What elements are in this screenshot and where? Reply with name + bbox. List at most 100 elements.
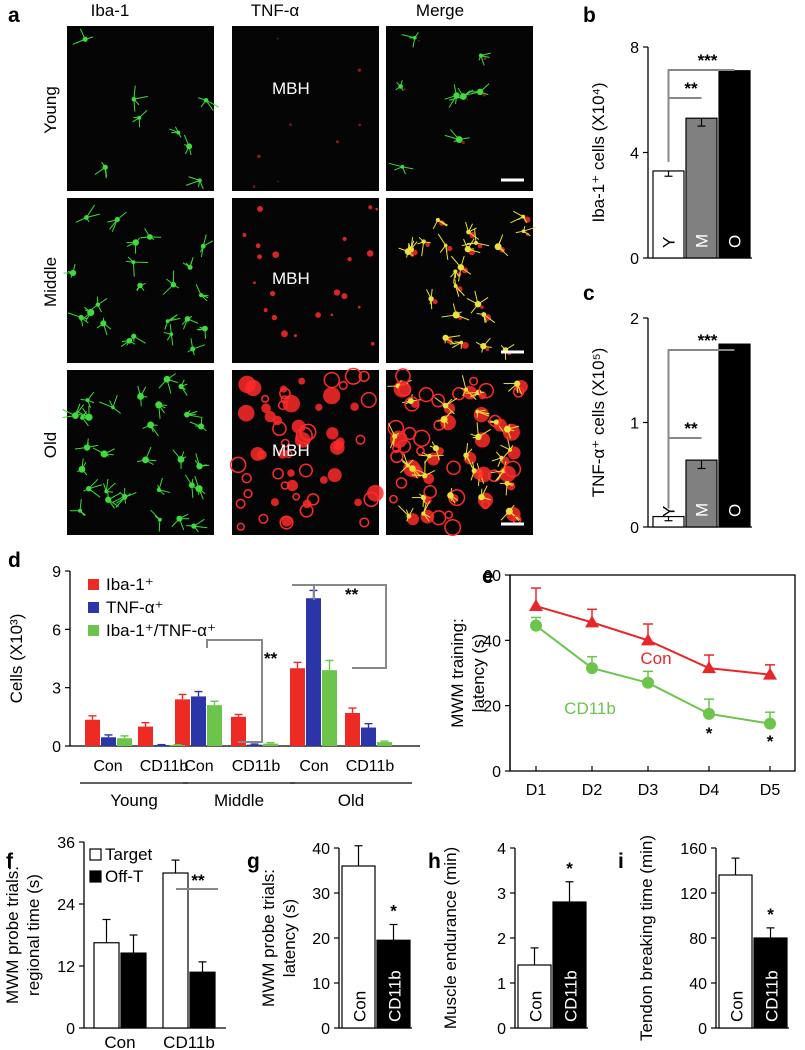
red-cell-mark xyxy=(257,254,262,260)
significance-label: ** xyxy=(345,585,359,604)
panel-letter: d xyxy=(8,549,21,572)
green-process-mark xyxy=(443,411,452,420)
green-process-mark xyxy=(426,289,432,299)
green-process-mark xyxy=(478,55,482,61)
red-cell-mark xyxy=(395,368,411,384)
green-process-mark xyxy=(429,454,444,457)
micrograph-background xyxy=(67,198,214,363)
data-point xyxy=(586,662,598,675)
y-axis-label: MWM probe trials: latency (s) xyxy=(259,869,299,1007)
green-process-mark xyxy=(133,98,140,106)
row-label-young: Young xyxy=(41,86,60,134)
green-process-mark xyxy=(419,493,424,498)
green-process-mark xyxy=(121,340,130,343)
red-cell-mark xyxy=(272,415,283,426)
green-process-mark xyxy=(158,404,165,414)
red-cell-mark xyxy=(293,334,298,338)
red-cell-mark xyxy=(368,205,373,210)
green-process-mark xyxy=(458,267,462,282)
bar-label-M: M xyxy=(693,503,712,517)
green-process-mark xyxy=(390,436,396,449)
green-process-mark xyxy=(194,460,200,467)
green-process-mark xyxy=(423,497,426,504)
red-cell-mark xyxy=(323,386,341,405)
bar-TNF-α⁺ xyxy=(306,598,321,746)
green-process-mark xyxy=(164,321,169,330)
y-axis-label: Cells (X10³) xyxy=(7,614,26,704)
red-cell-mark xyxy=(404,396,420,412)
green-process-mark xyxy=(126,260,134,263)
green-process-mark xyxy=(166,378,179,384)
green-process-mark xyxy=(109,400,114,408)
subgroup-label: Con xyxy=(93,758,122,775)
red-cell-mark xyxy=(326,427,339,440)
green-process-mark xyxy=(75,217,87,223)
green-process-mark xyxy=(450,129,460,140)
panel-f: f 0 12 24 36 MWM probe trials: regional time (… xyxy=(3,835,226,1050)
y-tick-label: 20 xyxy=(312,931,330,948)
green-process-mark xyxy=(401,166,407,175)
bar-Off-T xyxy=(189,971,216,1029)
green-process-mark xyxy=(522,216,528,223)
red-cell-mark xyxy=(299,503,314,518)
red-cell-mark xyxy=(282,394,300,413)
green-process-mark xyxy=(500,444,511,451)
green-process-mark xyxy=(145,459,154,465)
red-cell-mark xyxy=(229,456,247,474)
green-process-mark xyxy=(445,405,455,415)
data-point xyxy=(585,615,599,628)
green-process-mark xyxy=(179,513,189,520)
green-process-mark xyxy=(186,410,191,415)
red-cell-mark xyxy=(485,347,490,351)
bar-M xyxy=(685,117,718,259)
green-process-mark xyxy=(449,495,452,502)
green-process-mark xyxy=(133,85,136,100)
green-process-mark xyxy=(133,335,146,344)
bar-Iba-1⁺/TNF-α⁺ xyxy=(170,745,185,746)
y-tick-label: 80 xyxy=(689,931,707,948)
micrograph-background xyxy=(232,26,379,191)
green-process-mark xyxy=(86,438,89,448)
bar-TNF-α⁺ xyxy=(247,744,262,746)
y-tick-label: 3 xyxy=(52,681,61,698)
green-process-mark xyxy=(407,251,414,257)
green-process-mark xyxy=(112,407,121,414)
red-cell-mark xyxy=(504,460,522,478)
green-process-mark xyxy=(474,290,479,305)
red-cell-mark xyxy=(431,393,446,408)
green-process-mark xyxy=(78,413,90,418)
green-process-mark xyxy=(429,445,437,449)
red-cell-mark xyxy=(269,290,276,297)
green-process-mark xyxy=(120,340,130,348)
green-process-mark xyxy=(466,457,475,471)
y-tick-label: 40 xyxy=(312,841,330,858)
red-cell-mark xyxy=(258,513,269,524)
green-process-mark xyxy=(87,391,95,401)
green-process-mark xyxy=(491,457,502,462)
green-process-mark xyxy=(70,272,74,278)
red-cell-mark xyxy=(392,444,402,454)
green-process-mark xyxy=(468,231,480,240)
y-tick-label: 0 xyxy=(66,1021,75,1038)
green-process-mark xyxy=(459,137,470,141)
y-tick-label: 0 xyxy=(630,251,639,268)
red-cell-mark xyxy=(466,98,469,101)
green-process-mark xyxy=(172,449,182,460)
x-tick-label: D4 xyxy=(699,782,720,799)
green-process-mark xyxy=(443,419,449,424)
green-process-mark xyxy=(88,484,103,490)
green-process-mark xyxy=(150,424,159,437)
green-process-mark xyxy=(133,99,136,112)
micrograph-tile xyxy=(386,368,533,536)
red-cell-mark xyxy=(483,57,487,61)
panel-letter: b xyxy=(583,4,596,27)
green-process-mark xyxy=(452,281,457,287)
green-process-mark xyxy=(105,478,109,492)
green-process-mark xyxy=(435,448,438,454)
green-process-mark xyxy=(506,424,511,430)
green-process-mark xyxy=(423,513,431,519)
data-point xyxy=(529,599,543,612)
bar-O xyxy=(718,70,751,259)
red-cell-mark xyxy=(447,245,453,252)
